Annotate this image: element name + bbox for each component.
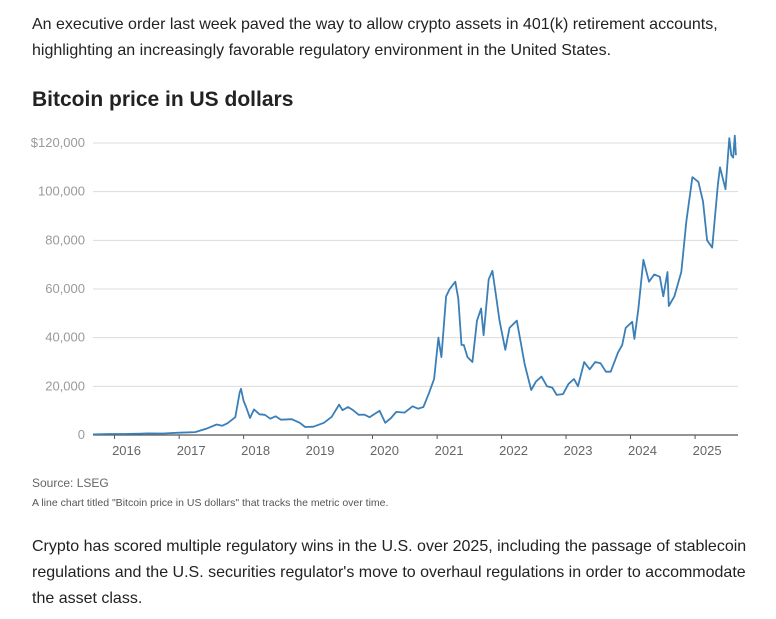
y-tick-label: 60,000 (45, 281, 85, 296)
y-tick-label: 100,000 (38, 184, 85, 199)
x-tick-label: 2025 (693, 443, 722, 458)
x-tick-label: 2024 (628, 443, 657, 458)
x-tick-label: 2022 (499, 443, 528, 458)
y-tick-label: 40,000 (45, 330, 85, 345)
chart-title: Bitcoin price in US dollars (32, 88, 294, 111)
y-tick-label: $120,000 (31, 135, 85, 150)
x-tick-label: 2016 (112, 443, 141, 458)
x-axis-ticks: 2016 2017 2018 2019 2020 2021 2022 2023 2024 2025 (112, 435, 722, 458)
chart-source: Source: LSEG (32, 476, 109, 490)
y-tick-label: 80,000 (45, 232, 85, 247)
chart-description: A line chart titled "Bitcoin price in US… (32, 497, 389, 509)
intro-paragraph: An executive order last week paved the w… (32, 16, 718, 59)
x-tick-label: 2017 (177, 443, 206, 458)
x-tick-label: 2019 (306, 443, 335, 458)
x-tick-label: 2020 (370, 443, 399, 458)
y-tick-label: 20,000 (45, 378, 85, 393)
line-chart: 0 20,000 40,000 60,000 80,000 100,000 $120,000… (31, 134, 738, 458)
y-axis-ticks: 0 20,000 40,000 60,000 80,000 100,000 $120,000 (31, 135, 85, 442)
y-tick-label: 0 (78, 427, 85, 442)
x-tick-label: 2023 (564, 443, 593, 458)
x-tick-label: 2018 (241, 443, 270, 458)
outro-paragraph: Crypto has scored multiple regulatory wi… (32, 538, 747, 607)
x-tick-label: 2021 (435, 443, 464, 458)
bitcoin-price-line (92, 134, 737, 436)
